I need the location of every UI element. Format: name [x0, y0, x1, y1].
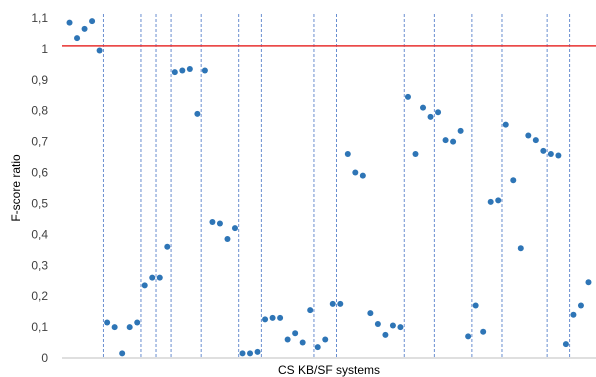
- y-tick-label: 0,2: [31, 289, 48, 303]
- data-point: [540, 147, 547, 154]
- data-point: [299, 339, 306, 346]
- data-point: [224, 236, 231, 242]
- data-point: [450, 138, 457, 145]
- data-point: [307, 307, 314, 314]
- data-point: [239, 350, 246, 357]
- y-tick-label: 1,1: [31, 11, 48, 25]
- data-points: [66, 18, 592, 357]
- data-point: [254, 348, 261, 355]
- data-point: [442, 137, 449, 144]
- data-point: [292, 330, 299, 337]
- data-point: [562, 341, 569, 348]
- data-point: [216, 220, 223, 227]
- y-tick-label: 0: [41, 351, 48, 365]
- data-point: [412, 151, 419, 157]
- y-tick-label: 0,3: [31, 258, 48, 272]
- data-point: [186, 66, 193, 72]
- data-point: [510, 177, 517, 184]
- data-point: [171, 69, 178, 76]
- data-point: [329, 300, 336, 307]
- data-point: [111, 324, 118, 331]
- data-point: [156, 274, 163, 281]
- data-point: [322, 336, 329, 343]
- data-point: [472, 302, 479, 309]
- data-point: [141, 282, 148, 289]
- data-point: [119, 350, 126, 357]
- data-point: [126, 324, 133, 331]
- data-point: [277, 314, 284, 321]
- data-point: [284, 336, 291, 343]
- x-axis-title: CS KB/SF systems: [278, 363, 380, 377]
- y-tick-label: 1: [41, 42, 48, 56]
- y-tick-label: 0,9: [31, 73, 48, 87]
- y-tick-label: 0,1: [31, 320, 48, 334]
- data-point: [231, 225, 238, 232]
- y-axis-title: F-score ratio: [9, 154, 23, 222]
- data-point: [269, 314, 276, 321]
- data-point: [570, 311, 577, 318]
- data-point: [495, 197, 502, 204]
- data-point: [480, 328, 487, 335]
- data-point: [525, 132, 532, 139]
- data-point: [382, 331, 389, 338]
- data-point: [585, 279, 592, 286]
- data-point: [247, 350, 254, 357]
- data-point: [389, 322, 396, 329]
- y-tick-label: 0,5: [31, 196, 48, 210]
- data-point: [435, 109, 442, 116]
- y-axis-ticks: 0 0,1 0,2 0,3 0,4 0,5 0,6 0,7 0,8 0,9 1 1,1: [31, 11, 48, 365]
- data-point: [555, 152, 562, 159]
- data-point: [344, 151, 351, 157]
- data-point: [487, 198, 494, 205]
- data-point: [89, 18, 96, 25]
- data-point: [179, 67, 186, 74]
- data-point: [397, 324, 404, 331]
- data-point: [532, 137, 539, 144]
- data-point: [352, 169, 359, 176]
- data-point: [134, 319, 141, 326]
- data-point: [420, 104, 427, 111]
- data-point: [465, 333, 472, 340]
- data-point: [427, 113, 434, 120]
- data-point: [517, 245, 524, 252]
- data-point: [502, 121, 509, 128]
- data-point: [74, 35, 81, 42]
- data-point: [194, 110, 201, 117]
- data-point: [104, 319, 111, 326]
- data-point: [81, 25, 88, 32]
- data-point: [367, 310, 374, 317]
- data-point: [374, 321, 381, 327]
- y-tick-label: 0,7: [31, 135, 48, 149]
- data-point: [209, 219, 216, 225]
- data-point: [404, 93, 411, 100]
- data-point: [149, 274, 156, 281]
- data-point: [164, 243, 171, 250]
- data-point: [337, 300, 344, 307]
- data-point: [314, 344, 321, 351]
- data-point: [359, 172, 366, 179]
- data-point: [262, 316, 269, 323]
- y-tick-label: 0,6: [31, 166, 48, 180]
- y-tick-label: 0,8: [31, 104, 48, 118]
- data-point: [457, 127, 464, 134]
- data-point: [547, 151, 554, 157]
- data-point: [577, 302, 584, 309]
- data-point: [201, 67, 208, 74]
- y-tick-label: 0,4: [31, 227, 48, 241]
- data-point: [66, 19, 73, 26]
- group-separators: [102, 14, 571, 358]
- data-point: [96, 47, 103, 54]
